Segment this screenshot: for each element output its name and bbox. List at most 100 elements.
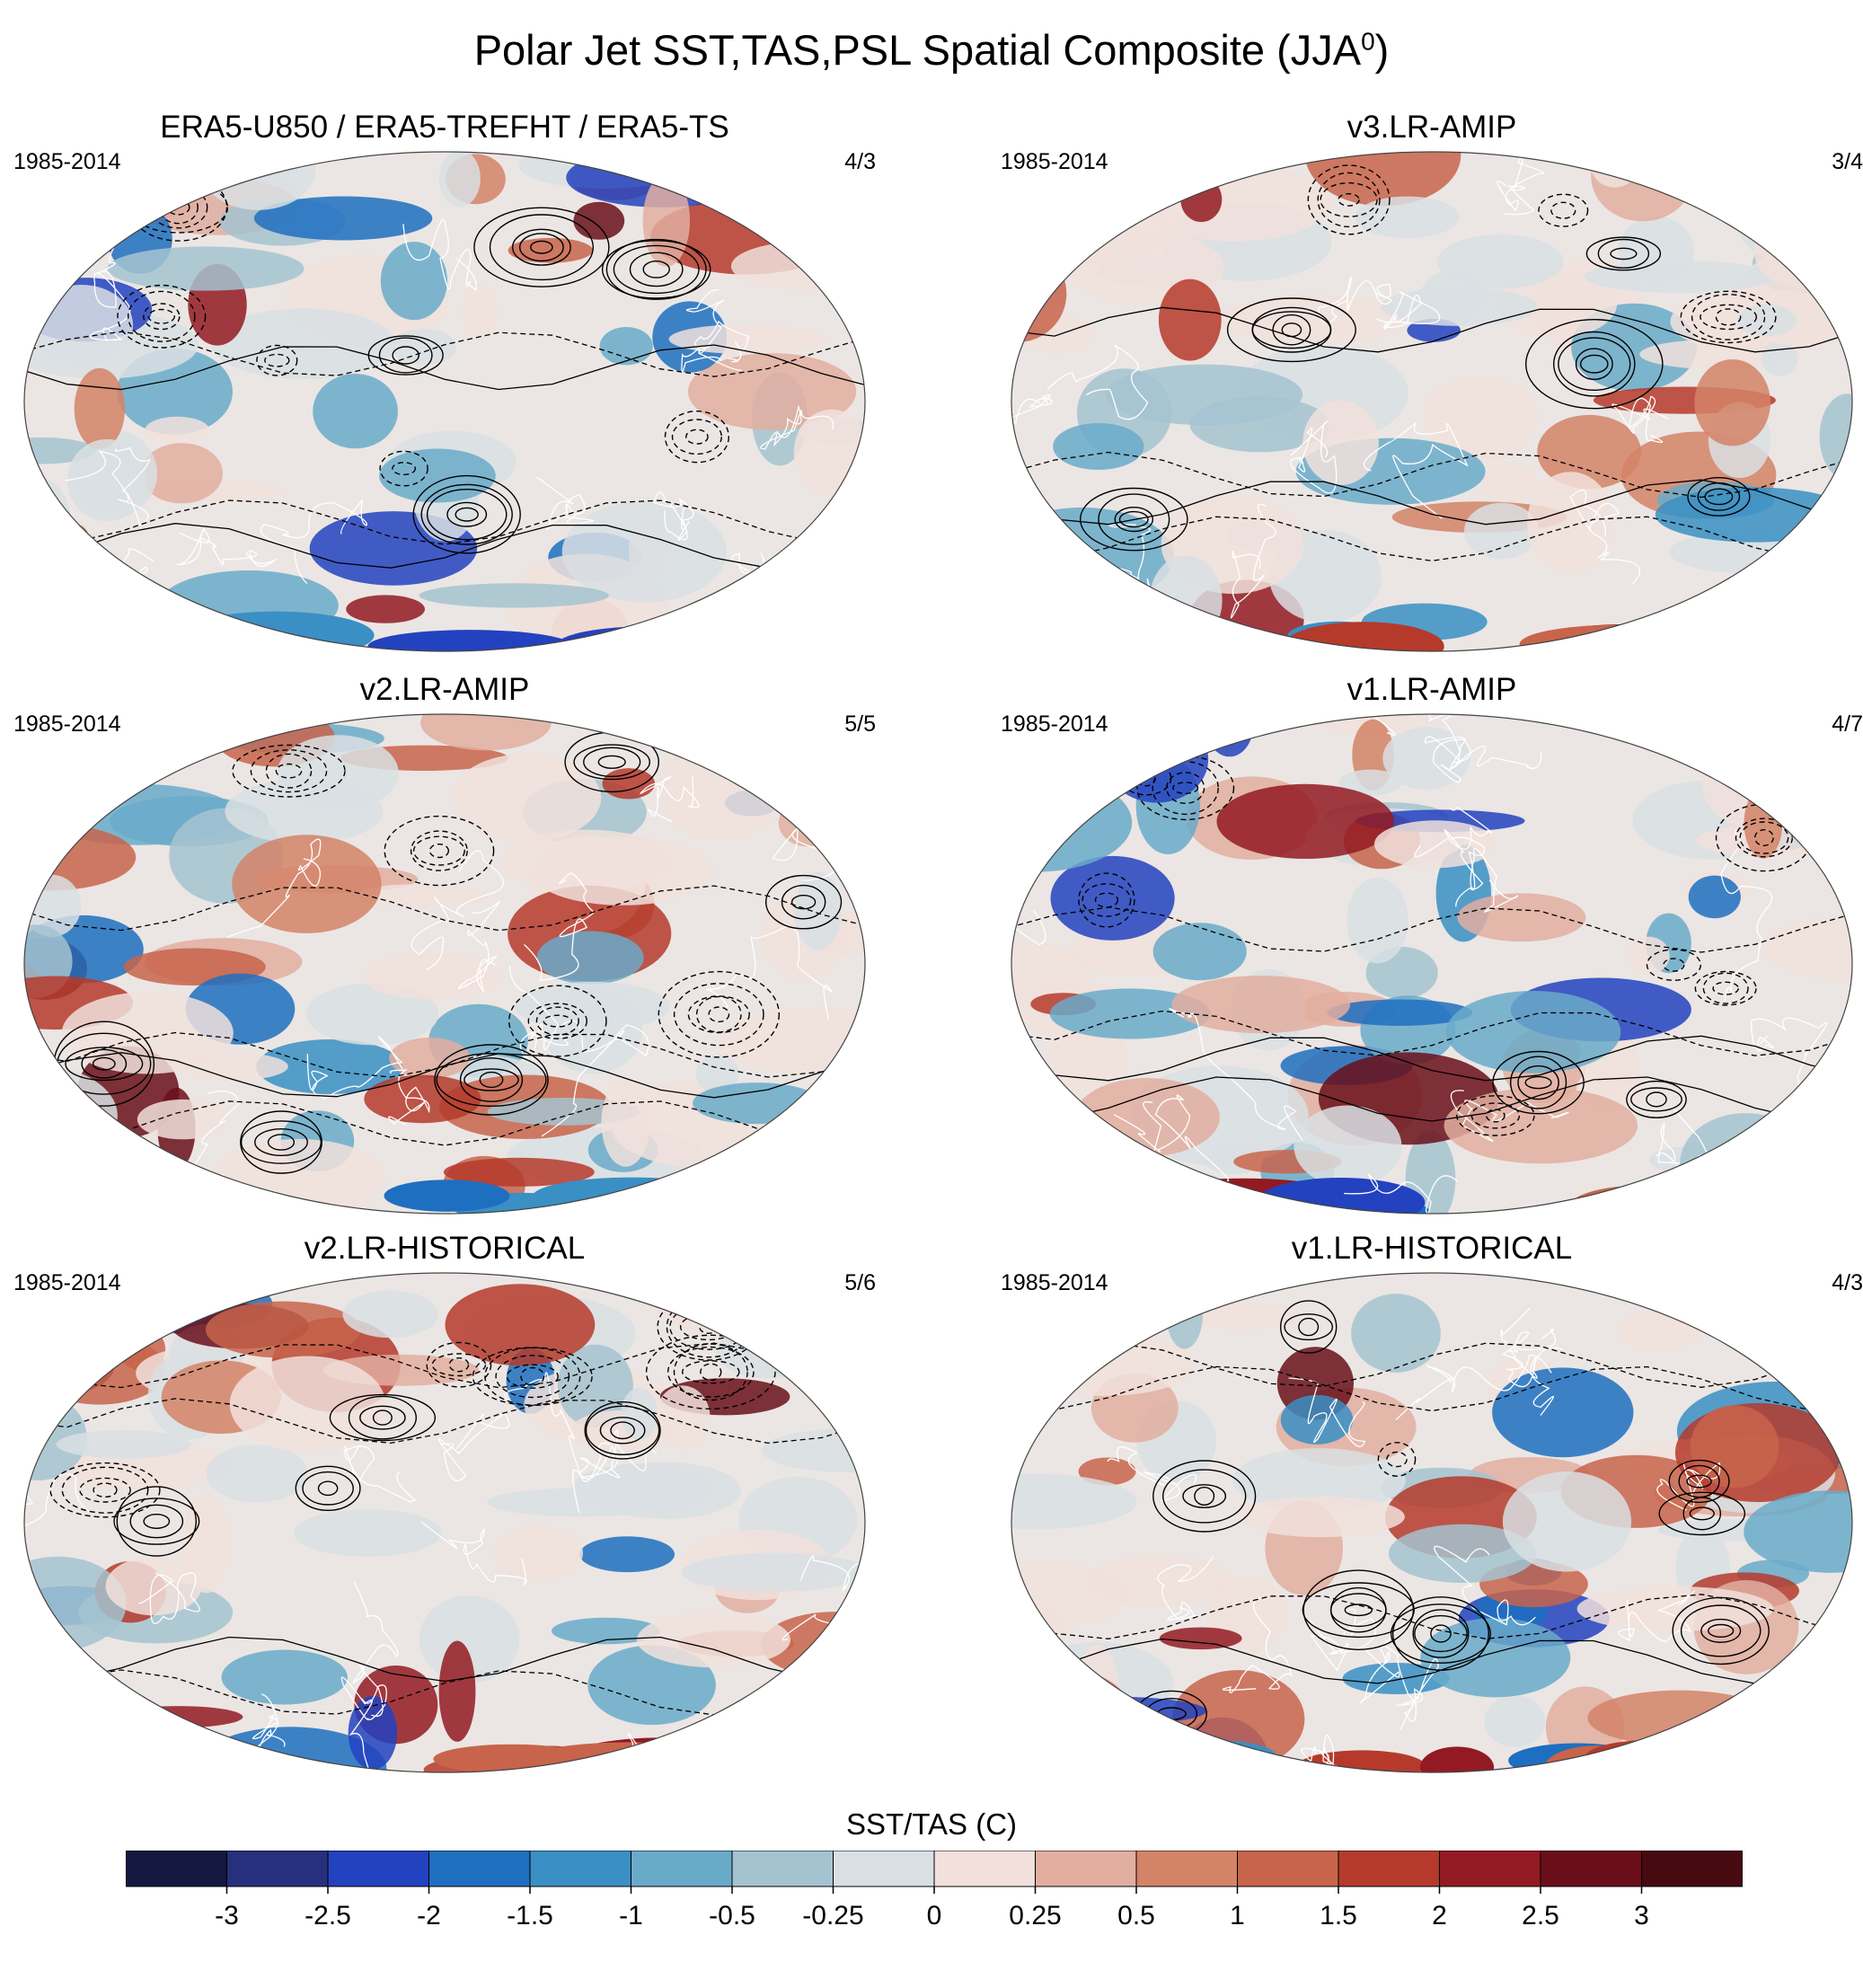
warm-anomaly	[205, 1301, 361, 1358]
psl-contour-positive	[254, 1128, 308, 1157]
warm-anomaly	[1302, 400, 1379, 485]
psl-contour-positive	[302, 1471, 354, 1506]
panel-ratio: 5/5	[844, 711, 876, 737]
psl-contour-positive	[295, 1465, 361, 1512]
map-outline	[23, 1272, 866, 1773]
cool-anomaly	[712, 592, 863, 614]
cool-anomaly	[56, 1429, 191, 1459]
cool-anomaly	[1105, 364, 1303, 426]
main-title: Polar Jet SST,TAS,PSL Spatial Composite …	[0, 25, 1863, 75]
warm-anomaly	[642, 174, 690, 267]
psl-contour-negative	[1680, 290, 1777, 344]
coastline	[392, 653, 469, 658]
polar-anomaly	[1419, 1746, 1495, 1772]
psl-contour-positive	[129, 1504, 184, 1539]
world-map	[23, 713, 866, 1215]
panel-ratio: 3/4	[1832, 149, 1863, 174]
coastline	[1497, 154, 1545, 216]
psl-contour-positive	[1194, 1486, 1215, 1506]
warm-anomaly	[752, 557, 852, 642]
cool-anomaly	[1355, 196, 1460, 239]
panel-title: v2.LR-HISTORICAL	[304, 1231, 586, 1266]
map-outline	[23, 713, 866, 1215]
warm-anomaly	[24, 1339, 71, 1423]
coastline	[1395, 1654, 1439, 1730]
polar-anomaly	[1638, 614, 1726, 651]
cool-anomaly	[221, 1649, 348, 1705]
warm-anomaly	[739, 205, 865, 228]
cool-anomaly	[1744, 1490, 1852, 1573]
psl-contour-negative	[1715, 308, 1742, 326]
psl-contour-negative	[700, 1363, 722, 1382]
colorbar-box	[933, 1851, 1036, 1887]
psl-contour-positive	[1668, 1459, 1730, 1504]
coastline	[1395, 1354, 1552, 1420]
cool-anomaly	[206, 1445, 308, 1503]
colorbar-box	[428, 1851, 531, 1887]
psl-contour-negative	[1078, 872, 1135, 928]
psl-contour-negative	[1320, 181, 1378, 217]
psl-contour-positive	[1226, 297, 1356, 363]
psl-contour-negative	[673, 1343, 748, 1401]
psl-contour-negative	[671, 419, 722, 455]
psl-contour-positive	[420, 483, 513, 545]
psl-contour-line	[24, 523, 865, 569]
warm-anomaly	[687, 353, 857, 430]
psl-contour-positive	[605, 238, 707, 300]
psl-contour-negative	[1550, 201, 1576, 219]
cool-anomaly	[817, 1273, 865, 1294]
cool-anomaly	[716, 1325, 817, 1379]
cool-anomaly	[1049, 988, 1211, 1039]
psl-contour-negative	[232, 744, 346, 798]
cool-anomaly	[536, 931, 644, 985]
coastline	[1107, 1446, 1197, 1502]
map-panel-v1-amip: v1.LR-AMIP 1985-2014 4/7	[1001, 672, 1863, 1215]
psl-contour-line	[1011, 1594, 1852, 1639]
cool-anomaly	[1013, 1696, 1207, 1726]
panel-period: 1985-2014	[1001, 711, 1108, 737]
world-map	[1011, 151, 1853, 652]
psl-contour-negative	[426, 1341, 492, 1388]
warm-anomaly	[655, 1385, 711, 1450]
colorbar-label: -1.5	[507, 1901, 553, 1931]
warm-anomaly	[530, 836, 715, 906]
coastline	[306, 1036, 403, 1100]
cool-anomaly	[1105, 716, 1209, 803]
coastline	[340, 1676, 387, 1772]
main-title-superscript: 0	[1361, 27, 1375, 56]
psl-contour-negative	[664, 411, 730, 464]
psl-contour-negative	[1738, 190, 1759, 209]
psl-contour-positive	[1524, 1075, 1552, 1090]
psl-contour-positive	[372, 1409, 393, 1426]
cool-anomaly	[24, 1556, 127, 1651]
cool-anomaly	[1484, 1695, 1546, 1747]
warm-anomaly	[1011, 605, 1147, 649]
psl-contour-line	[24, 331, 865, 377]
coastline	[90, 240, 131, 342]
psl-contour-negative	[667, 1346, 755, 1398]
warm-anomaly	[822, 1675, 865, 1727]
cool-anomaly	[1761, 341, 1798, 376]
cool-anomaly	[40, 554, 83, 632]
coastline	[536, 476, 595, 530]
psl-contour-negative	[1456, 1095, 1535, 1136]
cool-anomaly	[1050, 855, 1175, 941]
coastline	[1301, 1734, 1342, 1772]
cool-anomaly	[1492, 1367, 1634, 1458]
psl-contour-positive	[781, 884, 826, 920]
warm-anomaly	[210, 1138, 386, 1214]
psl-contour-negative	[428, 844, 449, 859]
psl-contour-negative	[61, 1466, 149, 1514]
psl-contour-positive	[1575, 348, 1613, 380]
cool-anomaly	[107, 246, 305, 291]
psl-contour-positive	[530, 240, 553, 254]
warm-anomaly	[451, 754, 602, 843]
psl-contour-positive	[489, 214, 595, 281]
cool-anomaly	[786, 538, 865, 582]
psl-contour-positive	[113, 1498, 200, 1545]
psl-contour-positive	[601, 240, 711, 299]
psl-contour-positive	[1298, 1317, 1320, 1337]
psl-contour-negative	[1691, 293, 1766, 340]
coastline	[1618, 1590, 1695, 1642]
coastline	[1289, 420, 1338, 494]
